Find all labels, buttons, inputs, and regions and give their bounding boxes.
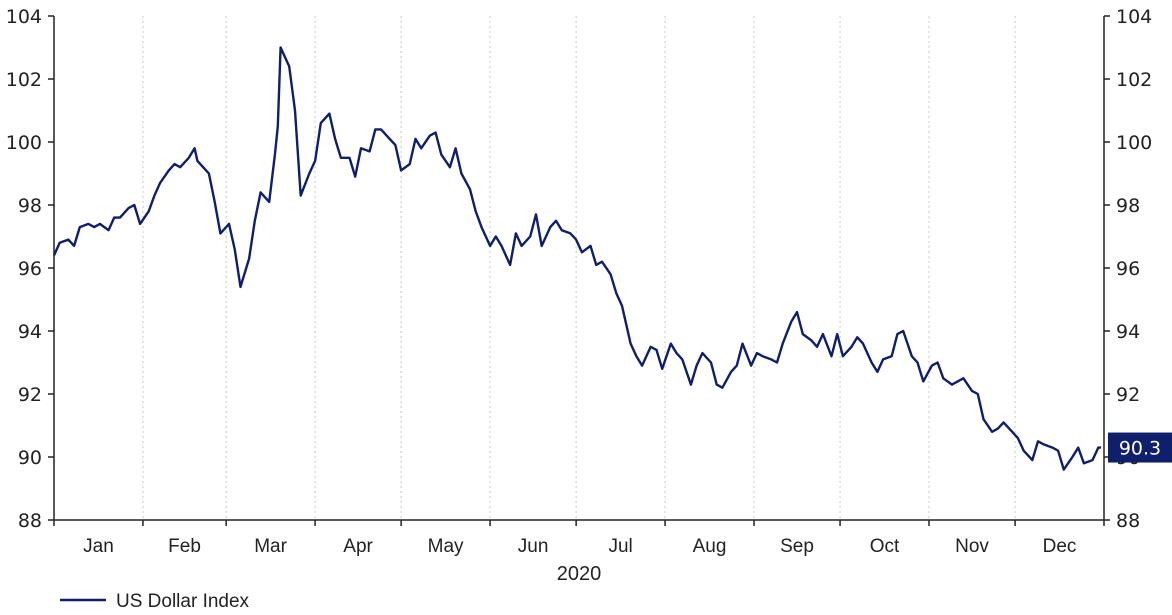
x-tick-label-month: Aug bbox=[693, 536, 727, 557]
month-gridlines bbox=[142, 16, 1016, 520]
x-tick-label-month: Jun bbox=[518, 536, 549, 557]
legend: US Dollar Index bbox=[60, 591, 250, 612]
x-tick-label-month: Feb bbox=[168, 536, 201, 557]
x-tick-label-month: Mar bbox=[254, 536, 287, 557]
x-tick-label-month: Oct bbox=[870, 536, 900, 557]
x-tick-label-month: Nov bbox=[955, 536, 989, 557]
x-tick-label-month: Apr bbox=[343, 536, 373, 557]
y-tick-label-right: 88 bbox=[1116, 510, 1140, 532]
x-axis-year-label: 2020 bbox=[557, 563, 602, 585]
y-tick-label-right: 98 bbox=[1116, 195, 1140, 217]
x-tick-label-month: Jan bbox=[83, 536, 114, 557]
x-tick-label-month: Jul bbox=[608, 536, 632, 557]
y-tick-label-right: 92 bbox=[1116, 384, 1140, 406]
y-tick-label-left: 94 bbox=[18, 321, 42, 343]
series-line-us-dollar-index bbox=[52, 46, 1102, 471]
x-tick-label-month: Sep bbox=[780, 536, 814, 557]
last-value-box bbox=[1108, 432, 1172, 463]
y-tick-label-right: 104 bbox=[1116, 6, 1152, 28]
y-tick-label-right: 100 bbox=[1116, 132, 1152, 154]
last-value-label: 90.3 bbox=[1108, 432, 1172, 463]
x-tick-label-month: Dec bbox=[1043, 536, 1077, 557]
y-tick-label-right: 96 bbox=[1116, 258, 1140, 280]
x-month-ticks: Jan Feb Mar Apr May Jun Jul Aug Sep Oct Nov Dec bbox=[53, 520, 1105, 557]
y-tick-label-left: 88 bbox=[18, 510, 42, 532]
x-tick-label-month: May bbox=[428, 536, 464, 557]
y-tick-label-left: 102 bbox=[6, 69, 42, 91]
y-tick-label-left: 92 bbox=[18, 384, 42, 406]
y-tick-label-left: 100 bbox=[6, 132, 42, 154]
last-value-text: 90.3 bbox=[1119, 438, 1161, 460]
y-tick-label-left: 104 bbox=[6, 6, 42, 28]
left-y-ticks: 88 90 92 94 96 98 100 102 104 bbox=[6, 6, 54, 532]
y-tick-label-left: 96 bbox=[18, 258, 42, 280]
y-tick-label-left: 98 bbox=[18, 195, 42, 217]
y-tick-label-left: 90 bbox=[18, 447, 42, 469]
y-tick-label-right: 102 bbox=[1116, 69, 1152, 91]
y-tick-label-right: 94 bbox=[1116, 321, 1140, 343]
legend-label: US Dollar Index bbox=[116, 591, 250, 612]
